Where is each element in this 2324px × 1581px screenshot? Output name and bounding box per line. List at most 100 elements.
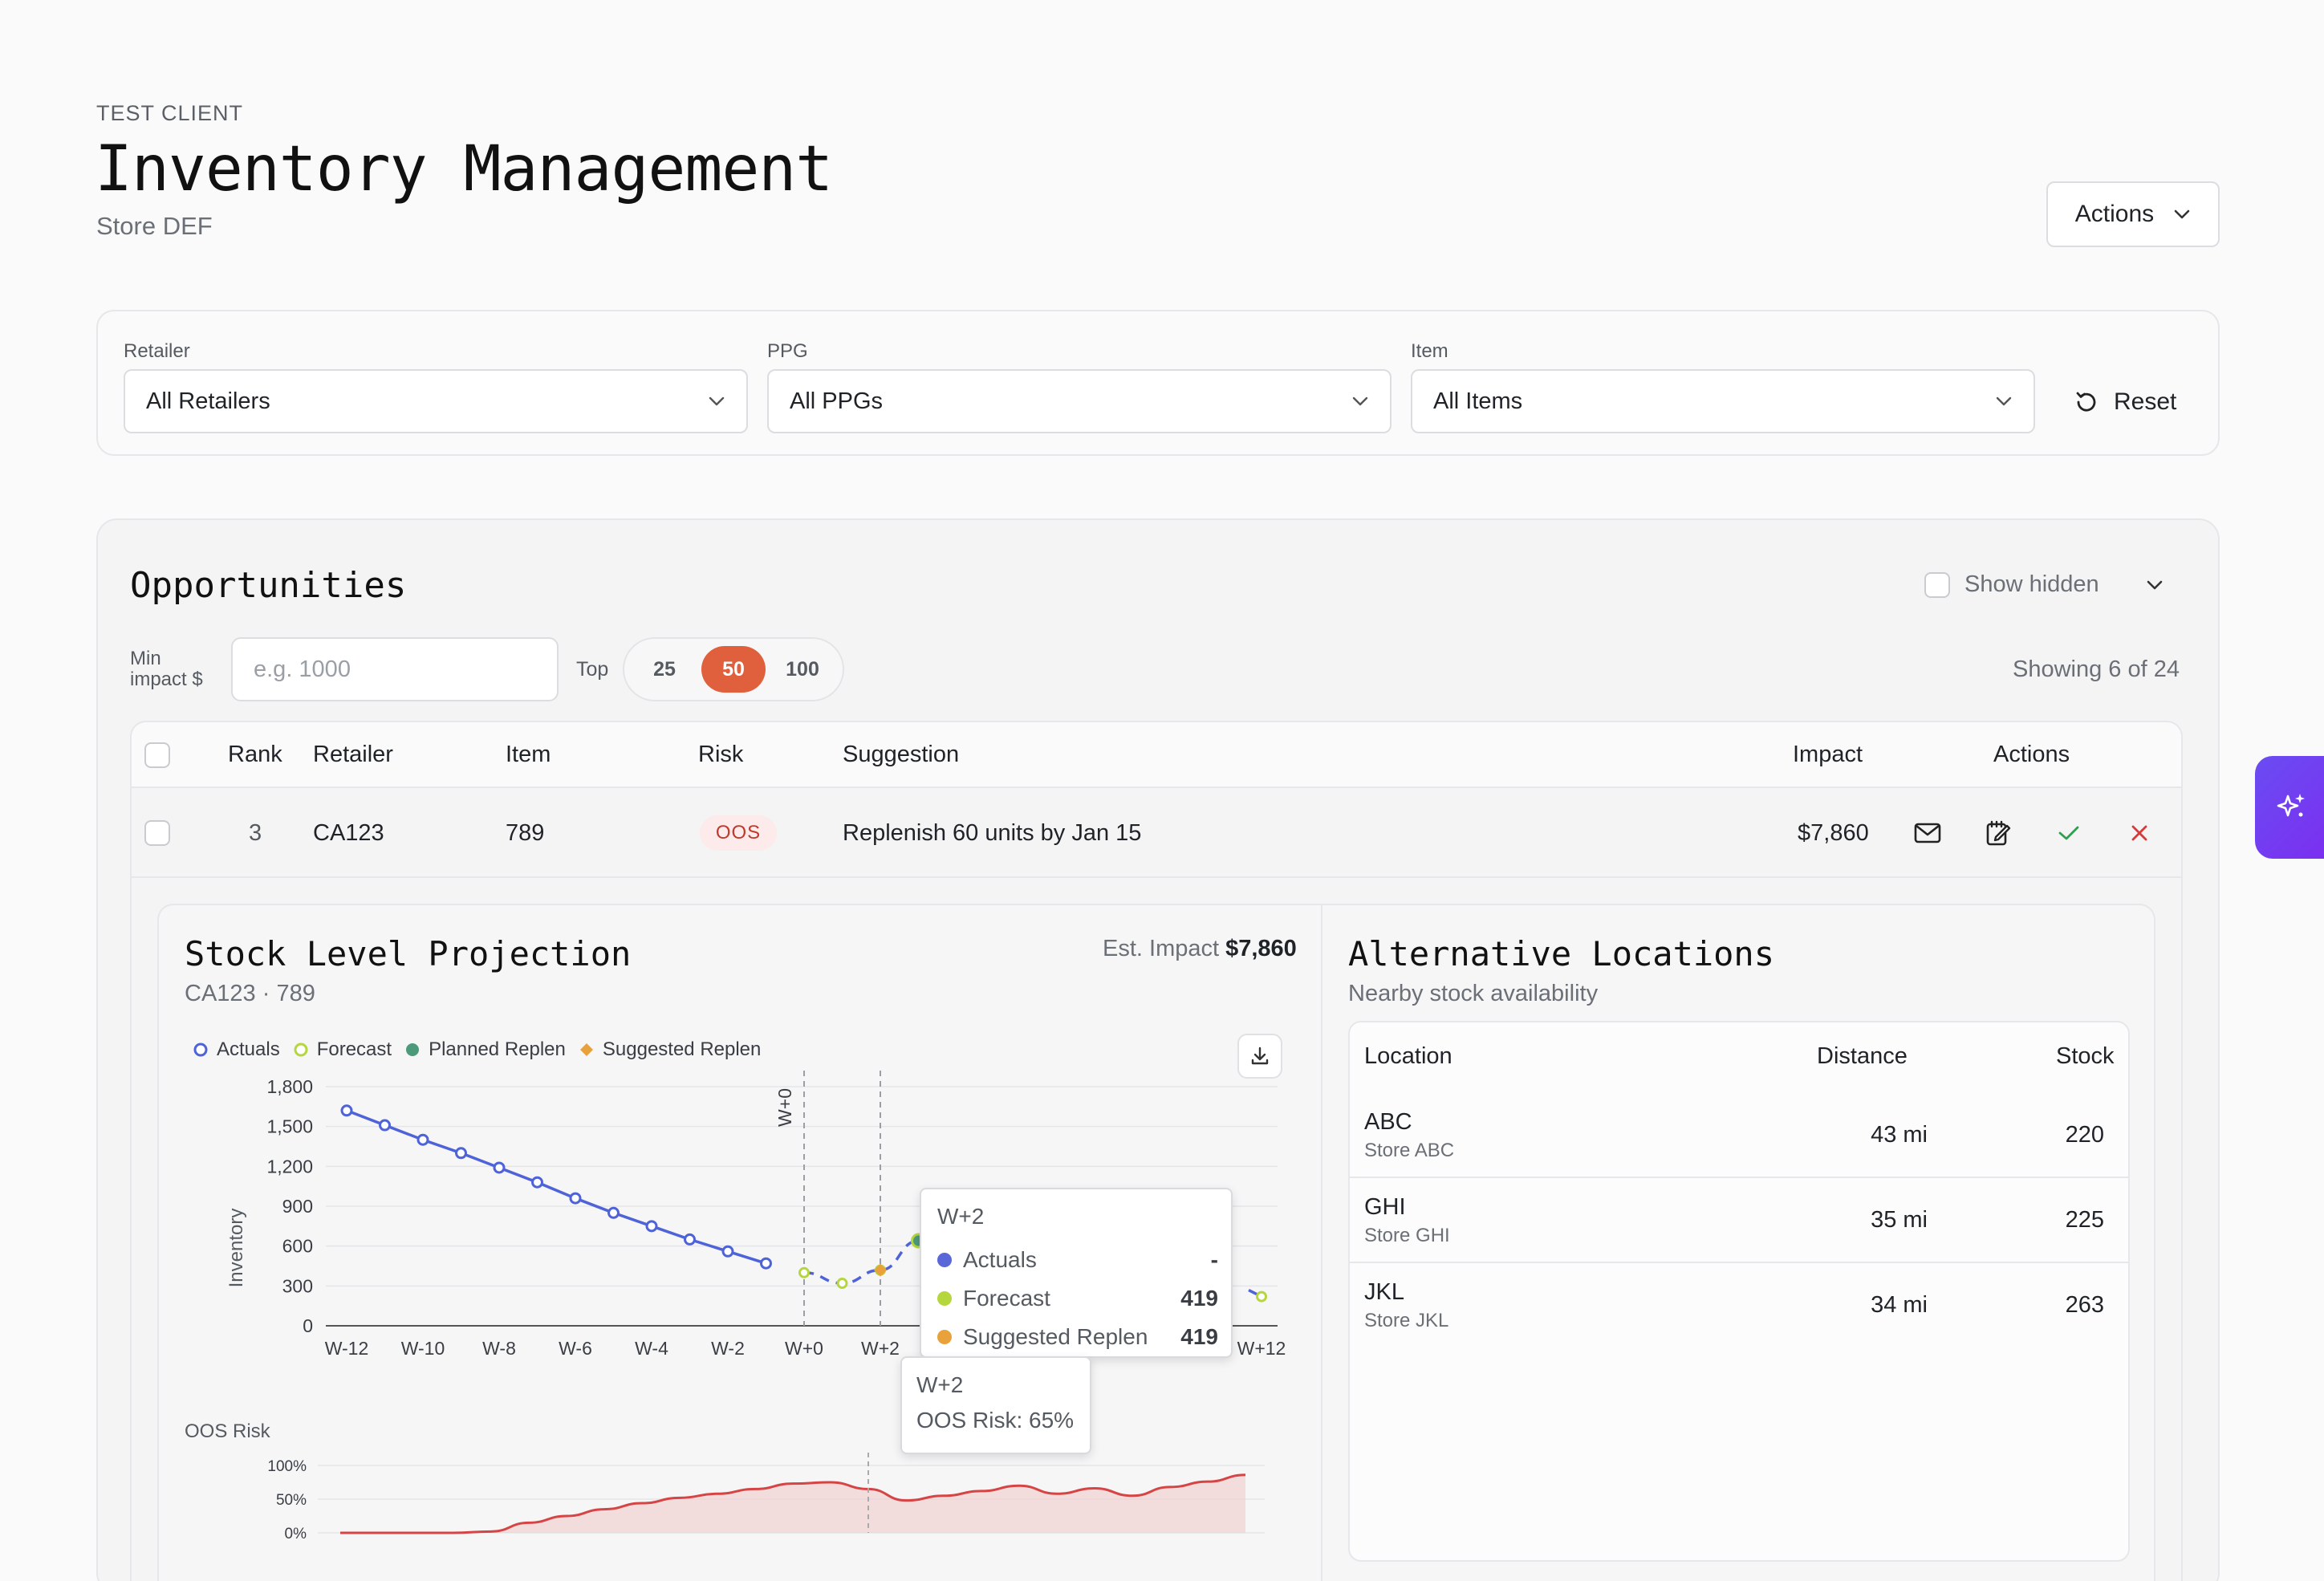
edit-note-icon[interactable] (1982, 817, 2014, 849)
top-100-option[interactable]: 100 (786, 657, 819, 681)
actuals-point (493, 1161, 506, 1174)
alt-location-distance: 43 mi (1871, 1122, 1928, 1148)
showing-count: Showing 6 of 24 (2013, 656, 2180, 682)
ai-assistant-button[interactable] (2255, 756, 2324, 859)
alt-location-row[interactable]: ABC Store ABC 43 mi 220 (1350, 1093, 2128, 1178)
y-tick-label: 0 (303, 1315, 313, 1336)
legend-forecast-marker (294, 1042, 308, 1057)
chevron-down-icon[interactable] (2146, 579, 2164, 591)
alt-location-stock: 220 (2065, 1122, 2104, 1148)
forecast-line (803, 1239, 919, 1285)
legend-forecast[interactable]: Forecast (293, 1038, 392, 1061)
page-subtitle: Store DEF (96, 212, 213, 240)
alt-location-distance: 34 mi (1871, 1292, 1928, 1318)
download-icon (1251, 1047, 1269, 1065)
actuals-point (721, 1245, 734, 1258)
legend-suggested-replen[interactable]: Suggested Replen (579, 1038, 761, 1061)
chevron-down-icon (709, 396, 725, 406)
ppg-select[interactable]: All PPGs (767, 369, 1392, 433)
chart-legend: Actuals Forecast Planned Replen Suggeste… (193, 1038, 761, 1061)
actuals-point (379, 1119, 391, 1132)
show-hidden-checkbox[interactable] (1924, 571, 1950, 598)
alt-location-store: Store ABC (1364, 1140, 1455, 1161)
item-select[interactable]: All Items (1411, 369, 2035, 433)
x-tick-label: W-4 (635, 1338, 668, 1359)
est-impact-value: $7,860 (1225, 936, 1297, 961)
row-checkbox[interactable] (144, 820, 170, 846)
tooltip-actuals-dot (937, 1253, 952, 1267)
alt-location-distance: 35 mi (1871, 1207, 1928, 1233)
alt-location-name: ABC (1364, 1109, 1412, 1135)
email-icon[interactable] (1912, 817, 1944, 849)
actuals-line (346, 1109, 767, 1265)
y-tick-label: 600 (282, 1236, 313, 1257)
actuals-point (416, 1133, 429, 1146)
y-tick-label: 300 (282, 1275, 313, 1296)
item-select-value: All Items (1433, 388, 1523, 414)
min-impact-input[interactable]: e.g. 1000 (231, 637, 559, 701)
tooltip-actuals-label: Actuals (963, 1247, 1037, 1272)
retailer-filter-label: Retailer (124, 340, 190, 362)
risk-tooltip: W+2 OOS Risk: 65% (900, 1356, 1091, 1454)
alt-locations-table: Location Distance Stock ABC Store ABC 43… (1348, 1021, 2130, 1562)
alt-location-store: Store JKL (1364, 1310, 1449, 1331)
approve-check-icon[interactable] (2053, 817, 2085, 849)
dismiss-x-icon[interactable] (2123, 817, 2155, 849)
chevron-down-icon (1352, 396, 1368, 406)
legend-planned-replen[interactable]: Planned Replen (404, 1038, 566, 1061)
reset-icon (2076, 392, 2096, 412)
col-suggestion[interactable]: Suggestion (843, 742, 960, 767)
row-suggestion: Replenish 60 units by Jan 15 (843, 820, 1142, 846)
alt-location-name: GHI (1364, 1194, 1406, 1220)
risk-y-tick-label: 0% (285, 1526, 307, 1542)
retailer-select[interactable]: All Retailers (124, 369, 748, 433)
col-rank[interactable]: Rank (228, 742, 282, 767)
alt-location-row[interactable]: GHI Store GHI 35 mi 225 (1350, 1178, 2128, 1263)
select-all-checkbox[interactable] (144, 742, 170, 768)
actuals-point (569, 1192, 582, 1205)
col-risk[interactable]: Risk (698, 742, 744, 767)
actuals-point (607, 1206, 620, 1219)
chevron-down-icon (2174, 209, 2190, 219)
alt-col-location: Location (1364, 1043, 1452, 1069)
reset-label: Reset (2114, 388, 2177, 415)
risk-y-tick-label: 50% (276, 1492, 307, 1509)
alt-location-stock: 225 (2065, 1207, 2104, 1233)
actions-dropdown-button[interactable]: Actions (2046, 181, 2220, 247)
x-tick-label: W-12 (325, 1338, 369, 1359)
legend-actuals-marker (193, 1042, 208, 1057)
tooltip-suggested-dot (937, 1330, 952, 1344)
legend-actuals-label: Actuals (217, 1038, 280, 1060)
oos-risk-area (340, 1474, 1245, 1533)
col-impact[interactable]: Impact (1793, 742, 1863, 767)
risk-tooltip-title: W+2 (916, 1372, 964, 1397)
tooltip-suggested-value: 419 (1180, 1324, 1218, 1349)
x-tick-label: W-2 (711, 1338, 745, 1359)
top-25-option[interactable]: 25 (653, 657, 676, 681)
alt-col-distance: Distance (1817, 1043, 1908, 1069)
tooltip-row-actuals: Actuals - (937, 1241, 1218, 1279)
reset-button[interactable]: Reset (2074, 388, 2176, 416)
alt-location-row[interactable]: JKL Store JKL 34 mi 263 (1350, 1263, 2128, 1348)
col-retailer[interactable]: Retailer (313, 742, 393, 767)
tooltip-rows: Actuals - Forecast 419 Suggested Replen … (937, 1241, 1218, 1356)
y-tick-label: 1,200 (266, 1156, 313, 1177)
x-tick-label: W+12 (1237, 1338, 1286, 1359)
legend-suggested-label: Suggested Replen (602, 1038, 762, 1060)
oos-risk-label: OOS Risk (185, 1420, 270, 1442)
top-50-option[interactable]: 50 (701, 646, 766, 693)
download-chart-button[interactable] (1237, 1034, 1282, 1079)
y-tick-label: 1,800 (266, 1076, 313, 1097)
show-hidden-toggle[interactable]: Show hidden (1924, 571, 2164, 598)
legend-actuals[interactable]: Actuals (193, 1038, 280, 1061)
row-rank: 3 (249, 820, 262, 846)
actuals-point (531, 1176, 543, 1189)
item-filter-label: Item (1411, 340, 1448, 362)
col-actions: Actions (1993, 742, 2070, 767)
table-row[interactable]: 3 CA123 789 OOS Replenish 60 units by Ja… (132, 788, 2181, 878)
forecast-point (836, 1278, 848, 1290)
table-header: Rank Retailer Item Risk Suggestion Impac… (132, 722, 2181, 788)
col-item[interactable]: Item (506, 742, 551, 767)
actions-label: Actions (2074, 201, 2155, 227)
opportunities-title: Opportunities (130, 565, 407, 606)
